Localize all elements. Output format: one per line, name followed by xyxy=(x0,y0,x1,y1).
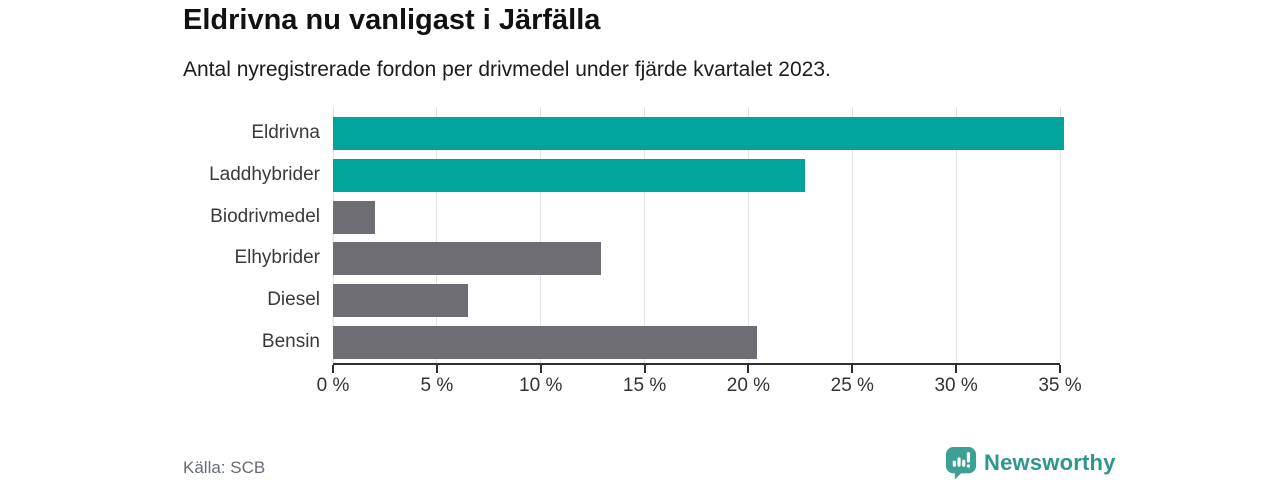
gridline xyxy=(955,107,957,363)
y-axis-label: Laddhybrider xyxy=(209,163,320,185)
x-axis-tick xyxy=(435,365,438,373)
x-axis-tick-label: 15 % xyxy=(622,375,667,396)
brand-name: Newsworthy xyxy=(984,450,1116,475)
brand-logo: Newsworthy xyxy=(945,446,1116,480)
gridline xyxy=(644,107,646,363)
x-axis-tick xyxy=(539,365,542,373)
newsworthy-pin-barchart-icon xyxy=(945,446,977,480)
x-axis-tick-label: 35 % xyxy=(1038,375,1082,396)
x-axis-tick-label: 20 % xyxy=(726,375,771,396)
bar-biodrivmedel xyxy=(333,200,375,234)
x-axis-tick xyxy=(955,365,958,373)
bar-bensin xyxy=(333,326,757,359)
bar-diesel xyxy=(333,284,468,318)
x-axis-tick xyxy=(332,365,334,373)
bar-eldrivna xyxy=(333,117,1065,150)
x-axis-tick-label: 0 % xyxy=(316,375,350,396)
x-axis-tick xyxy=(851,365,854,373)
y-axis-label: Eldrivna xyxy=(251,122,320,143)
chart-subtitle: Antal nyregistrerade fordon per drivmede… xyxy=(183,58,831,81)
x-axis-tick-label: 5 % xyxy=(420,375,454,396)
x-axis-tick xyxy=(643,365,646,373)
y-axis-label: Biodrivmedel xyxy=(210,205,320,227)
y-axis-label: Diesel xyxy=(267,289,320,311)
x-axis-tick xyxy=(747,365,750,373)
gridline xyxy=(1059,107,1061,363)
gridline xyxy=(540,107,542,363)
chart-title: Eldrivna nu vanligast i Järfälla xyxy=(183,4,601,36)
x-axis-tick-label: 30 % xyxy=(934,375,978,396)
x-axis-tick-label: 10 % xyxy=(519,375,563,396)
gridline xyxy=(851,107,853,363)
gridline xyxy=(436,107,438,363)
gridline xyxy=(747,107,749,363)
bar-laddhybrider xyxy=(333,158,805,192)
x-axis-tick xyxy=(1059,365,1061,373)
plot-area xyxy=(332,107,1065,365)
y-axis-label: Elhybrider xyxy=(234,247,320,269)
source-note: Källa: SCB xyxy=(183,458,266,477)
gridline xyxy=(332,107,334,363)
y-axis-label: Bensin xyxy=(261,331,320,352)
bar-elhybrider xyxy=(333,242,601,276)
x-axis-tick-label: 25 % xyxy=(830,375,874,396)
